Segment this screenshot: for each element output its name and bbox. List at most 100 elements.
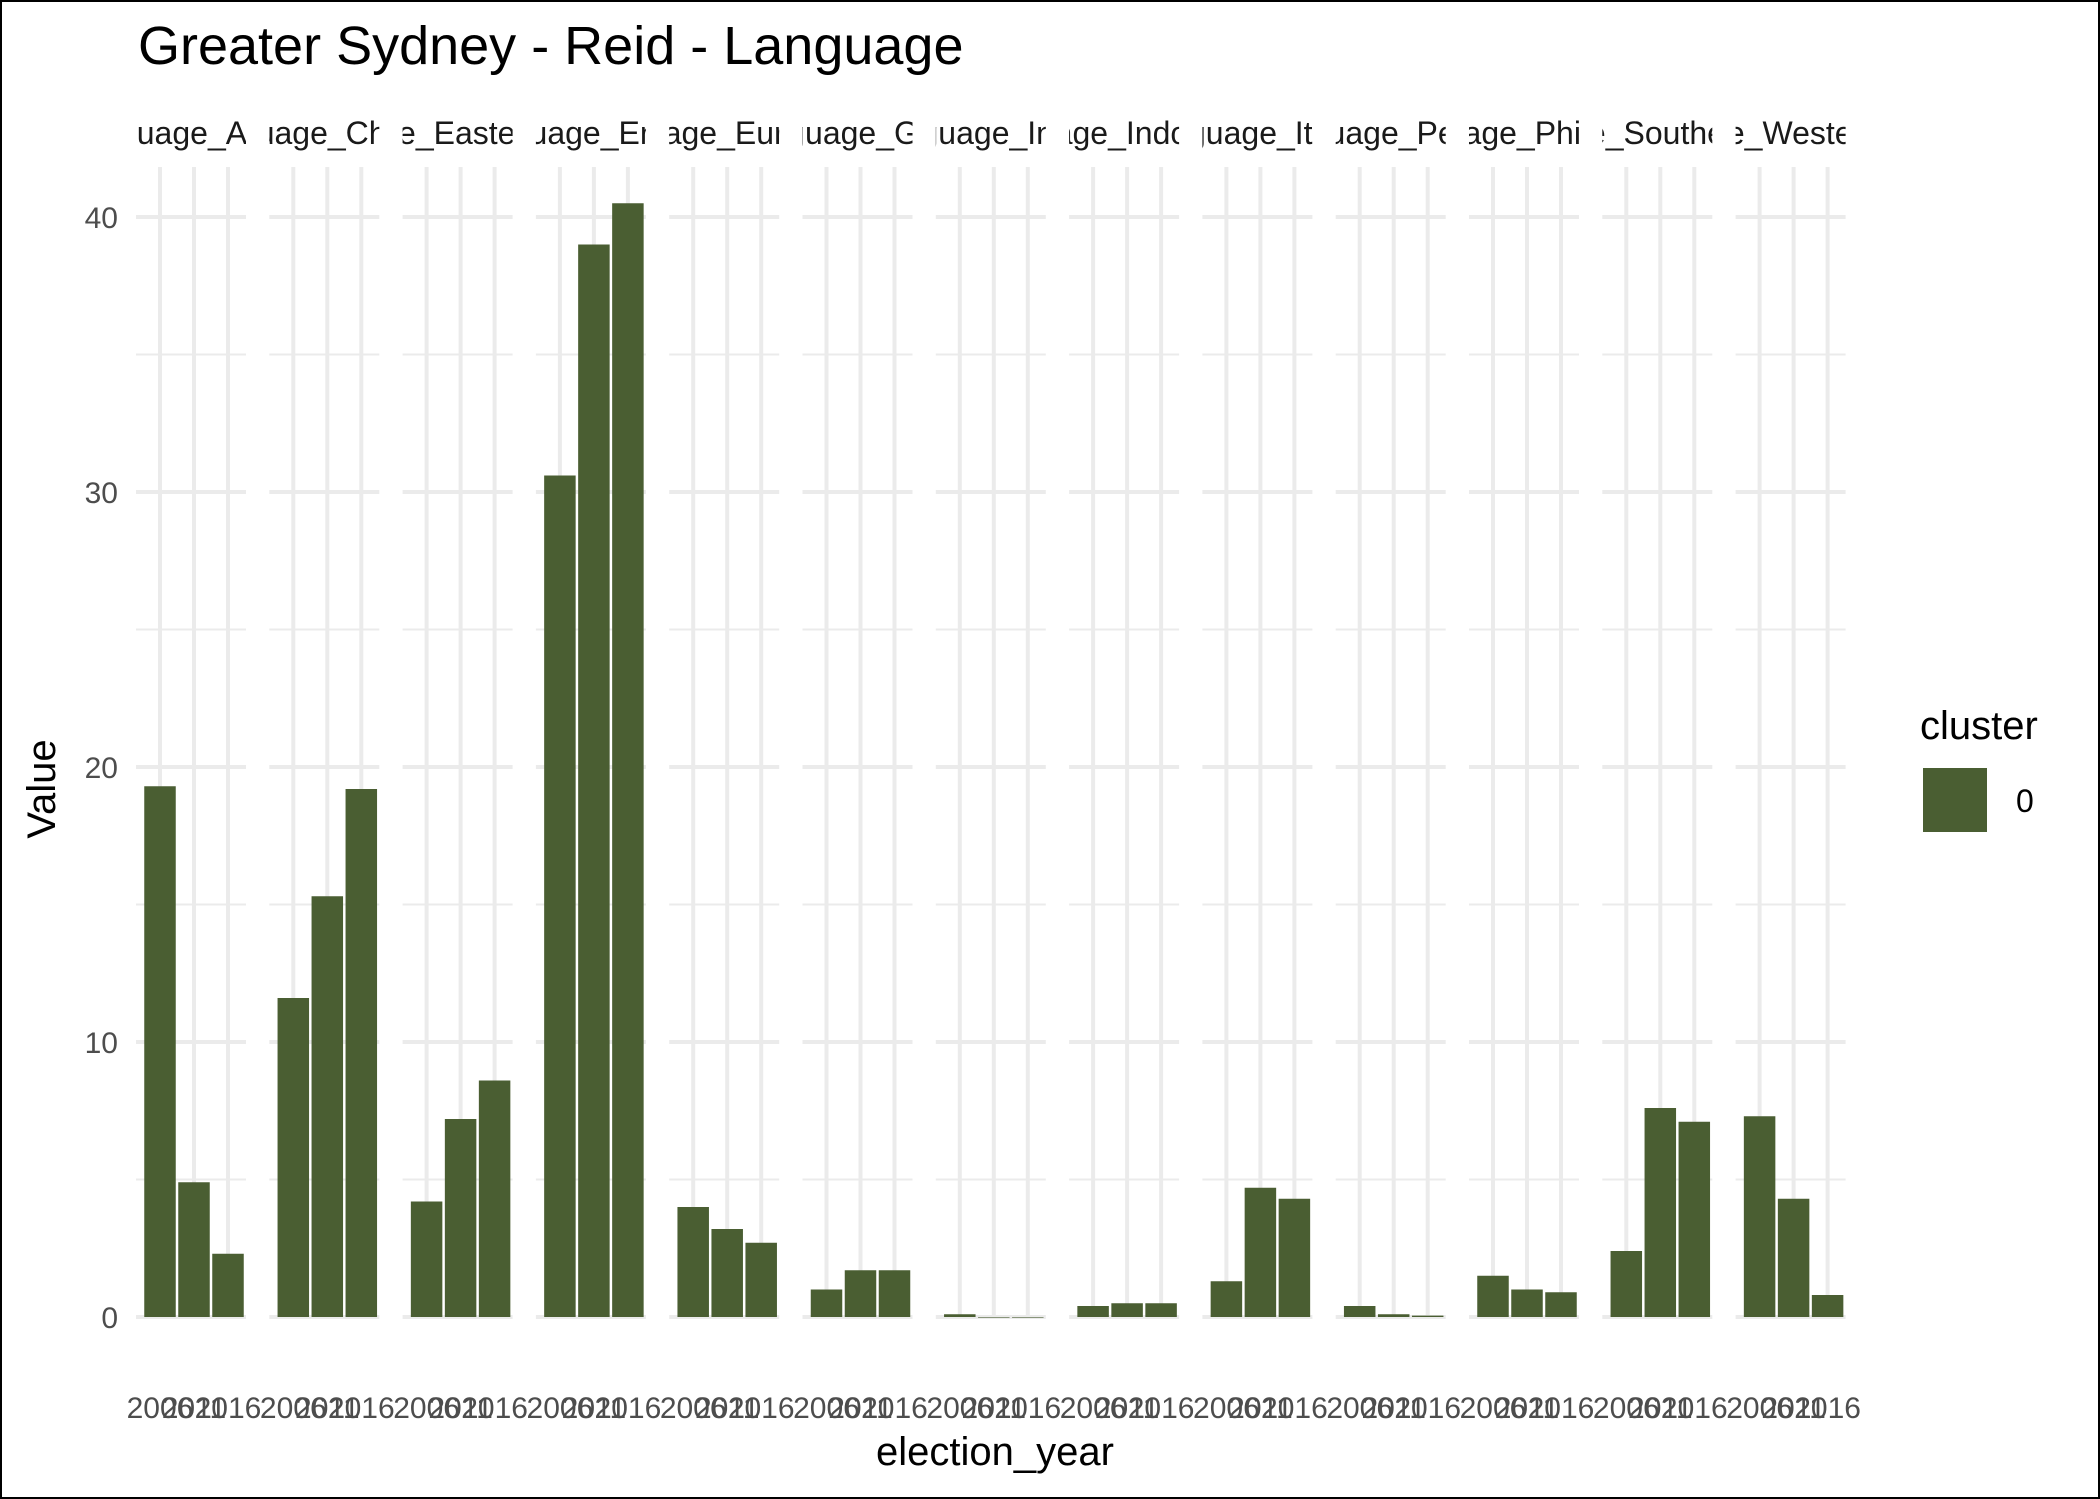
x-tick-label: 2016 — [1528, 1392, 1595, 1425]
bar — [1012, 1317, 1044, 1318]
bar — [578, 244, 610, 1317]
bar — [178, 1182, 210, 1317]
facet-strip-label: Language_Italian — [1135, 115, 1381, 151]
x-tick-label: 2006 — [127, 1392, 194, 1425]
legend: cluster 0 — [1920, 704, 2038, 832]
x-tick-label: 2011 — [1628, 1392, 1693, 1425]
bar — [478, 1080, 511, 1317]
y-tick-label: 40 — [85, 202, 118, 235]
x-tick-label: 2011 — [1761, 1392, 1826, 1425]
y-tick-label: 30 — [85, 477, 118, 510]
facet-strip-label: Language_Persian — [1256, 115, 1525, 151]
x-tick-label: 2016 — [1128, 1392, 1195, 1425]
chart-title: Greater Sydney - Reid - Language — [138, 16, 963, 76]
x-tick-label: 2016 — [461, 1392, 528, 1425]
bar — [1644, 1108, 1677, 1317]
bar — [1811, 1295, 1844, 1317]
bar — [1678, 1121, 1711, 1317]
bar — [978, 1317, 1010, 1318]
facet-strip-label: Language_English — [458, 115, 723, 151]
x-tick-label: 2011 — [1095, 1392, 1160, 1425]
bar — [1244, 1187, 1277, 1317]
bar — [544, 475, 576, 1317]
x-tick-label: 2006 — [1460, 1392, 1527, 1425]
x-axis-title: election_year — [876, 1430, 1114, 1474]
bar — [745, 1242, 777, 1317]
x-tick-label: 2006 — [793, 1392, 860, 1425]
bar — [345, 789, 378, 1317]
bar — [1610, 1251, 1643, 1317]
bar — [212, 1253, 244, 1317]
x-tick-label: 2016 — [195, 1392, 262, 1425]
x-tick-label: 2016 — [595, 1392, 662, 1425]
bar — [612, 203, 644, 1317]
x-tick-label: 2006 — [393, 1392, 460, 1425]
x-tick-label: 2016 — [994, 1392, 1061, 1425]
x-tick-label: 2016 — [728, 1392, 795, 1425]
bar — [277, 998, 310, 1317]
bar — [311, 896, 344, 1317]
bar — [444, 1119, 477, 1317]
bar — [1278, 1198, 1311, 1317]
facet-strip-label: Language_Western_Asian — [1602, 115, 1979, 151]
facet-strip-label: Language_Chinese — [186, 115, 464, 151]
x-tick-label: 2016 — [328, 1392, 395, 1425]
bar — [711, 1229, 743, 1317]
x-tick-label: 2006 — [1326, 1392, 1393, 1425]
facet-strip-label: Language_European — [575, 115, 874, 151]
legend-key — [1923, 768, 1987, 832]
facet-strip-label: Language_Indian — [867, 115, 1114, 151]
bar — [1777, 1198, 1810, 1317]
facet-panels: Language_Arabic200620112016Language_Chin… — [66, 115, 1979, 1425]
x-tick-label: 2016 — [1661, 1392, 1728, 1425]
bar — [144, 786, 176, 1317]
x-tick-label: 2006 — [1593, 1392, 1660, 1425]
bar — [410, 1201, 443, 1317]
bar — [1743, 1116, 1776, 1317]
x-tick-label: 2011 — [828, 1392, 893, 1425]
x-tick-label: 2016 — [1261, 1392, 1328, 1425]
x-tick-label: 2016 — [861, 1392, 928, 1425]
facet-strip-label: Language_Greek — [734, 115, 982, 151]
bar — [1477, 1275, 1509, 1317]
facet-strip-label: Language_Arabic — [66, 115, 317, 151]
bar — [944, 1314, 976, 1317]
x-tick-label: 2011 — [695, 1392, 760, 1425]
y-axis-title: Value — [20, 739, 64, 838]
bar — [1111, 1303, 1143, 1317]
bar — [1411, 1315, 1444, 1317]
facet-strip-label: Language_Philippine — [1375, 115, 1674, 151]
x-tick-label: 2006 — [660, 1392, 727, 1425]
y-tick-label: 20 — [85, 752, 118, 785]
x-tick-label: 2006 — [926, 1392, 993, 1425]
x-tick-label: 2011 — [562, 1392, 627, 1425]
x-tick-label: 2006 — [1726, 1392, 1793, 1425]
x-tick-label: 2006 — [527, 1392, 594, 1425]
x-tick-label: 2011 — [295, 1392, 360, 1425]
bar — [1377, 1314, 1410, 1317]
bar — [1545, 1292, 1577, 1317]
y-tick-label: 0 — [101, 1302, 118, 1335]
x-tick-label: 2006 — [1060, 1392, 1127, 1425]
bar — [1343, 1306, 1376, 1317]
x-tick-label: 2011 — [962, 1392, 1027, 1425]
bar — [1210, 1281, 1243, 1317]
y-axis: 0 10 20 30 40 — [85, 202, 118, 1335]
bar — [1077, 1306, 1109, 1317]
x-tick-label: 2006 — [260, 1392, 327, 1425]
x-tick-label: 2016 — [1394, 1392, 1461, 1425]
facet-strip-label: Language_Eastern_Asian — [273, 115, 641, 151]
x-tick-label: 2016 — [1794, 1392, 1861, 1425]
